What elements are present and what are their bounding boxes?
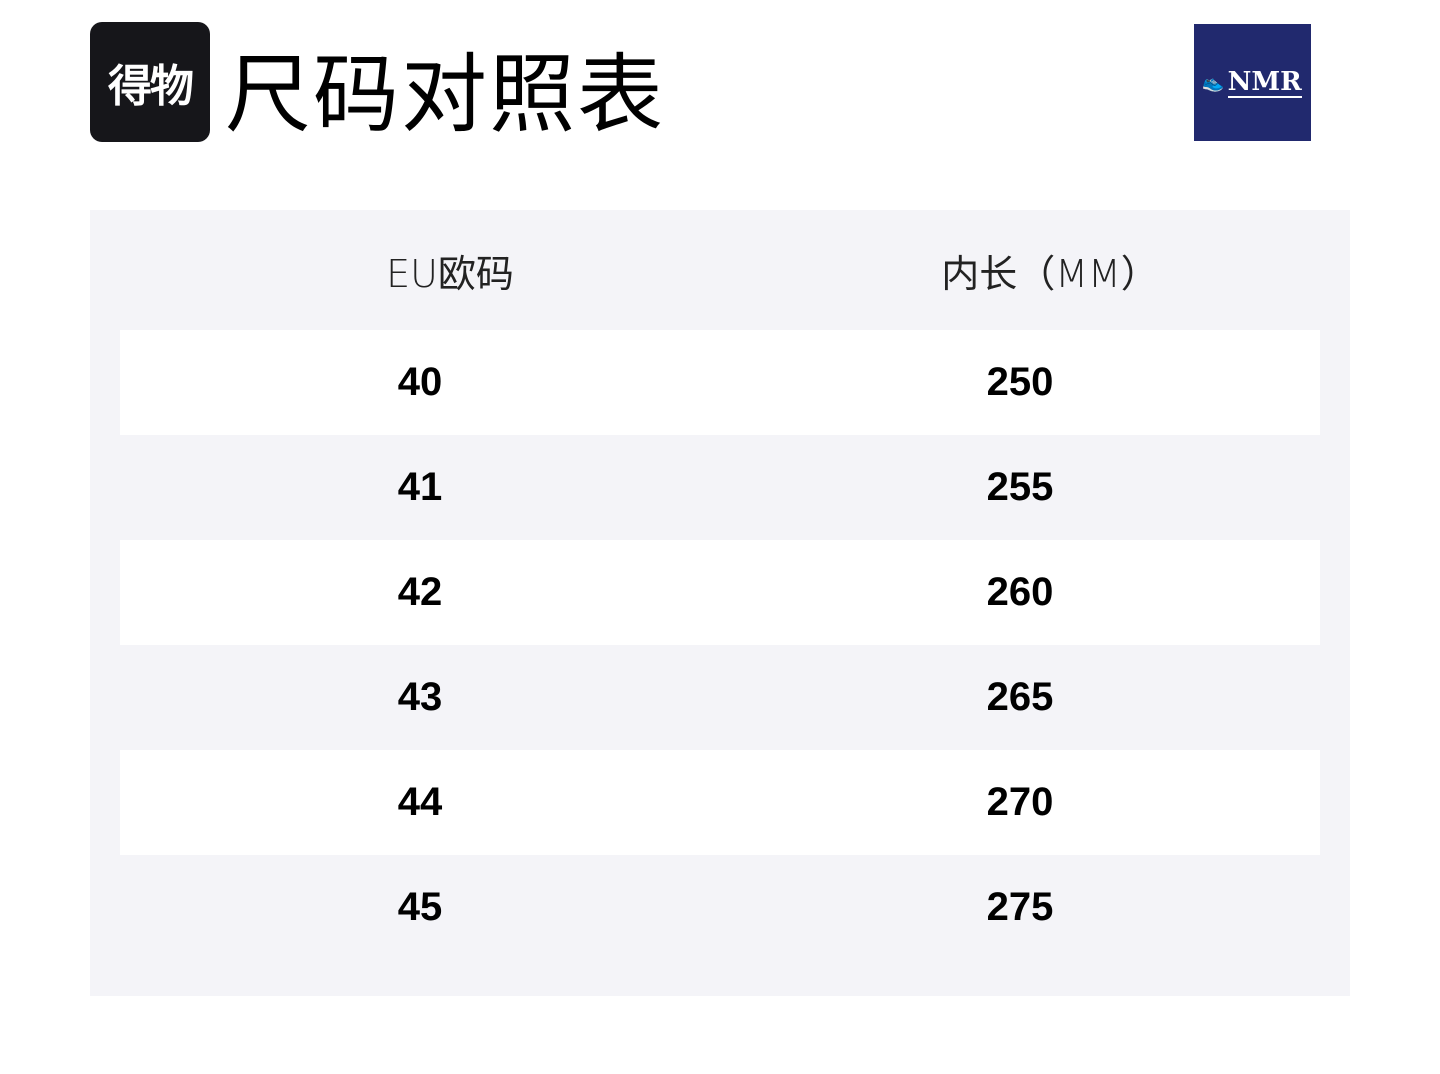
eu-size-cell: 45 <box>397 885 443 929</box>
length-cell: 275 <box>986 885 1054 929</box>
nmr-brand-logo: 👟 NMR <box>1194 24 1311 141</box>
length-cell: 270 <box>986 780 1054 824</box>
brand-logo-text: NMR <box>1227 66 1302 98</box>
eu-size-cell: 43 <box>397 675 443 719</box>
table-row: 45 275 <box>120 855 1320 960</box>
dewu-logo: 得物 <box>90 22 210 142</box>
column-header-length: 内长（MM） <box>941 251 1159 296</box>
table-row: 43 265 <box>120 645 1320 750</box>
logo-text: 得物 <box>108 61 194 112</box>
running-shoe-icon: 👟 <box>1200 72 1229 93</box>
length-cell: 250 <box>986 360 1054 404</box>
column-header-eu: EU欧码 <box>386 251 514 296</box>
table-row: 41 255 <box>120 435 1320 540</box>
eu-size-cell: 44 <box>397 780 443 824</box>
table-row: 42 260 <box>120 540 1320 645</box>
table-row: 40 250 <box>120 330 1320 435</box>
page-title: 尺码对照表 <box>225 45 665 145</box>
length-cell: 255 <box>986 465 1054 509</box>
length-cell: 260 <box>986 570 1054 614</box>
eu-size-cell: 41 <box>397 465 443 509</box>
size-table: EU欧码 内长（MM） 40 250 41 255 42 260 43 265 44 270 45 2… <box>90 210 1350 996</box>
length-cell: 265 <box>986 675 1054 719</box>
table-row: 44 270 <box>120 750 1320 855</box>
eu-size-cell: 40 <box>397 360 443 404</box>
eu-size-cell: 42 <box>397 570 443 614</box>
table-header: EU欧码 内长（MM） <box>90 210 1350 330</box>
